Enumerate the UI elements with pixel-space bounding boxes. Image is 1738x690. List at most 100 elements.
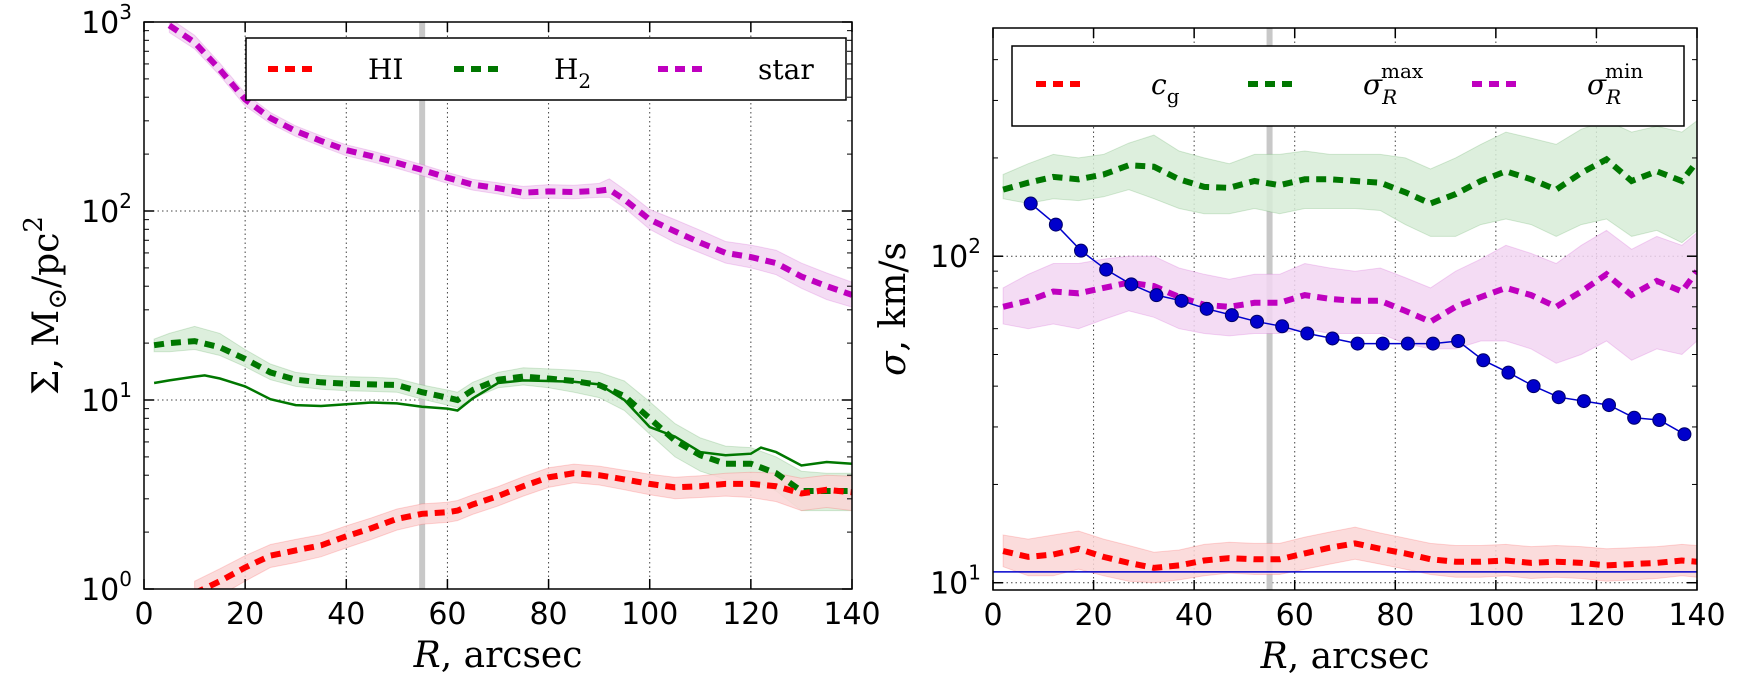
legend-label-main: star	[758, 53, 814, 86]
point-rotation_curve	[1099, 262, 1114, 277]
x-axis-label: R, arcsec	[1260, 636, 1430, 677]
y-axis-var: σ	[873, 350, 914, 376]
point-rotation_curve	[1652, 413, 1667, 428]
y-tick-base: 10	[81, 6, 119, 41]
x-tick-label: 40	[1175, 598, 1213, 633]
series-sigma_R_min	[1002, 269, 1697, 326]
point-rotation_curve	[1199, 301, 1214, 316]
x-tick-label: 120	[722, 597, 779, 632]
y-tick-base: 10	[930, 567, 968, 602]
legend-label-main: H	[554, 53, 578, 86]
axes-frame	[143, 21, 853, 590]
point-rotation_curve	[1023, 196, 1038, 211]
y-tick-exponent: 0	[119, 567, 132, 591]
x-tick-label: 20	[1074, 598, 1112, 633]
x-axis-unit: , arcsec	[1288, 636, 1430, 677]
y-axis-unit: , km/s	[873, 242, 914, 351]
point-rotation_curve	[1300, 326, 1315, 341]
y-tick-exponent: 2	[968, 234, 981, 258]
y-tick-exponent: 2	[119, 189, 132, 213]
legend: cg σRmax σRmin	[1011, 45, 1685, 127]
x-tick-label: 40	[327, 597, 365, 632]
point-rotation_curve	[1275, 319, 1290, 334]
point-rotation_curve	[1451, 333, 1466, 348]
band-c_g	[1002, 526, 1697, 584]
point-rotation_curve	[1526, 379, 1541, 394]
y-tick-label: 101	[930, 561, 981, 602]
legend-label: HI	[368, 53, 403, 86]
x-axis-var: R	[1260, 636, 1288, 677]
point-rotation_curve	[1602, 398, 1616, 413]
legend-label: H2	[554, 53, 591, 93]
legend-label-sub: 2	[578, 69, 591, 93]
y-tick-base: 10	[81, 384, 119, 419]
x-axis-label: R, arcsec	[413, 635, 583, 676]
point-rotation_curve	[1476, 353, 1491, 368]
y-axis-sub: ⊙	[43, 288, 73, 310]
legend-frame	[245, 37, 847, 101]
point-rotation_curve	[1174, 293, 1189, 308]
band-star	[168, 22, 852, 308]
x-tick-label: 120	[1568, 598, 1625, 633]
legend-label: σRmin	[1587, 59, 1643, 109]
legend-label-sub: g	[1167, 84, 1180, 108]
x-axis-unit: , arcsec	[441, 635, 583, 676]
legend-label: cg	[1151, 68, 1180, 108]
point-rotation_curve	[1250, 314, 1264, 329]
y-tick-base: 10	[81, 573, 119, 608]
x-tick-label: 0	[983, 598, 1002, 633]
point-rotation_curve	[1048, 217, 1063, 232]
series-c_g	[1002, 540, 1697, 571]
y-tick-label: 101	[81, 378, 132, 419]
legend-label-sup: min	[1605, 59, 1643, 83]
plot-area	[993, 28, 1697, 590]
point-rotation_curve	[1501, 365, 1516, 380]
point-rotation_curve	[1124, 277, 1139, 292]
band-sigma_R_max	[1002, 120, 1697, 244]
x-tick-label: 60	[428, 597, 466, 632]
point-rotation_curve	[1224, 308, 1239, 323]
legend-label-main: HI	[368, 53, 403, 86]
series-H2	[153, 338, 852, 494]
legend-label-sub: R	[1381, 85, 1397, 109]
legend-frame	[1011, 45, 1685, 127]
band-HI	[194, 463, 852, 589]
point-rotation_curve	[1576, 394, 1591, 409]
y-axis-sup: 2	[19, 216, 49, 233]
legend-label-main: σ	[1363, 68, 1383, 101]
x-axis-var: R	[413, 635, 441, 676]
y-tick-label: 103	[81, 0, 132, 41]
point-rotation_curve	[1426, 336, 1440, 351]
legend-label-main: c	[1151, 68, 1167, 101]
series-sigma_R_max	[1002, 155, 1697, 207]
x-tick-label: 140	[823, 597, 880, 632]
y-axis-label: Σ, M⊙/pc2	[19, 216, 73, 395]
band-sigma_R_min	[1002, 229, 1697, 364]
y-tick-label: 102	[81, 189, 132, 230]
y-axis-symbol: Σ, M	[26, 310, 67, 395]
y-tick-exponent: 1	[119, 378, 132, 402]
legend-label: σRmax	[1363, 59, 1424, 109]
point-rotation_curve	[1350, 336, 1365, 351]
point-rotation_curve	[1074, 243, 1088, 258]
y-tick-label: 102	[930, 234, 981, 275]
x-tick-label: 100	[621, 597, 678, 632]
x-tick-label: 80	[1376, 598, 1414, 633]
series-HI	[196, 470, 852, 589]
plot-area	[144, 22, 852, 589]
point-rotation_curve	[1677, 427, 1692, 442]
x-tick-label: 80	[529, 597, 567, 632]
point-rotation_curve	[1400, 336, 1415, 351]
point-rotation_curve	[1375, 336, 1390, 351]
x-tick-label: 100	[1467, 598, 1524, 633]
legend: HI H2 star	[245, 37, 847, 101]
x-tick-label: 140	[1668, 598, 1725, 633]
point-rotation_curve	[1325, 331, 1340, 346]
y-tick-exponent: 1	[968, 561, 981, 585]
legend-label-sup: max	[1381, 59, 1424, 83]
series-star	[167, 22, 852, 298]
y-axis-mid: /pc	[26, 233, 67, 288]
axes-frame	[992, 27, 1698, 591]
